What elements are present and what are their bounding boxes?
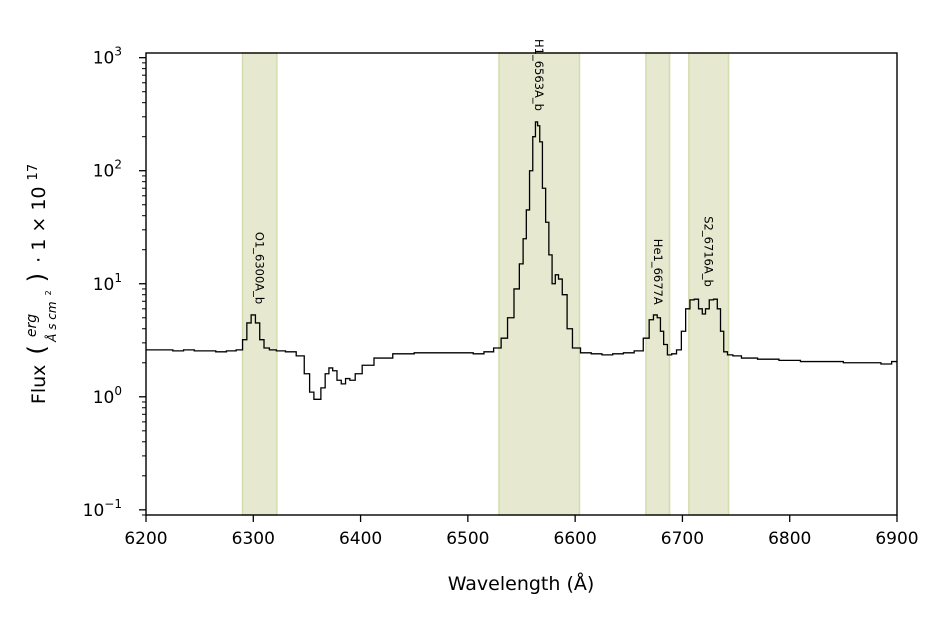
- x-tick-label: 6300: [232, 529, 275, 549]
- x-tick-label: 6900: [875, 529, 918, 549]
- spectrum-line: [146, 121, 897, 400]
- y-axis-label: Flux ( erg Å s cm 2 ) · 1 × 10 17: [19, 164, 61, 404]
- y-axis: 10−1 100 101 102 103: [83, 45, 146, 521]
- y-tick-label: 102: [93, 158, 122, 182]
- x-axis-label: Wavelength (Å): [448, 572, 595, 595]
- band-label-H1_6563A_b: H1_6563A_b: [532, 39, 546, 111]
- x-tick-label: 6600: [554, 529, 597, 549]
- x-tick-label: 6700: [661, 529, 704, 549]
- y-axis-factor-exp: 17: [26, 164, 41, 181]
- y-tick-label: 100: [93, 384, 122, 408]
- band-label-He1_6677A: He1_6677A: [651, 239, 665, 305]
- band-H1_6563A_b: [498, 52, 581, 516]
- y-tick-label: 101: [93, 271, 122, 295]
- y-axis-factor: · 1 × 10: [28, 186, 50, 262]
- y-axis-unit-denominator: Å s cm: [44, 301, 59, 342]
- svg-text:Flux ( erg: Flux ( erg Å s cm 2 ) · 1 × 10 17: [19, 164, 61, 404]
- x-tick-label: 6200: [124, 529, 167, 549]
- band-S2_6716A_b: [688, 52, 730, 516]
- x-tick-label: 6800: [768, 529, 811, 549]
- y-tick-label: 10−1: [83, 497, 122, 521]
- y-axis-label-prefix: Flux: [28, 365, 50, 405]
- y-axis-unit-numerator: erg: [24, 314, 40, 337]
- x-tick-label: 6400: [339, 529, 382, 549]
- band-label-O1_6300A_b: O1_6300A_b: [253, 232, 267, 304]
- series-layer: [146, 121, 897, 400]
- band-label-S2_6716A_b: S2_6716A_b: [702, 216, 716, 287]
- y-axis-unit-denominator-exp: 2: [44, 290, 53, 295]
- x-axis: 6200 6300 6400 6500 6600 6700 6800 6900: [124, 515, 919, 549]
- y-tick-label: 103: [93, 45, 122, 69]
- band-O1_6300A_b: [241, 52, 278, 516]
- x-tick-label: 6500: [446, 529, 489, 549]
- band-labels-layer: O1_6300A_b H1_6563A_b He1_6677A S2_6716A_b: [253, 39, 716, 305]
